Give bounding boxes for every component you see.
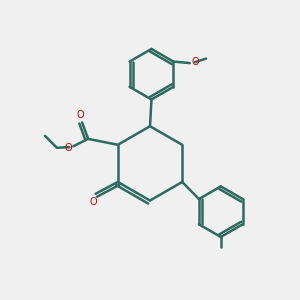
Text: O: O <box>89 197 97 207</box>
Text: O: O <box>64 143 72 153</box>
Text: O: O <box>77 110 85 119</box>
Text: O: O <box>191 58 199 68</box>
